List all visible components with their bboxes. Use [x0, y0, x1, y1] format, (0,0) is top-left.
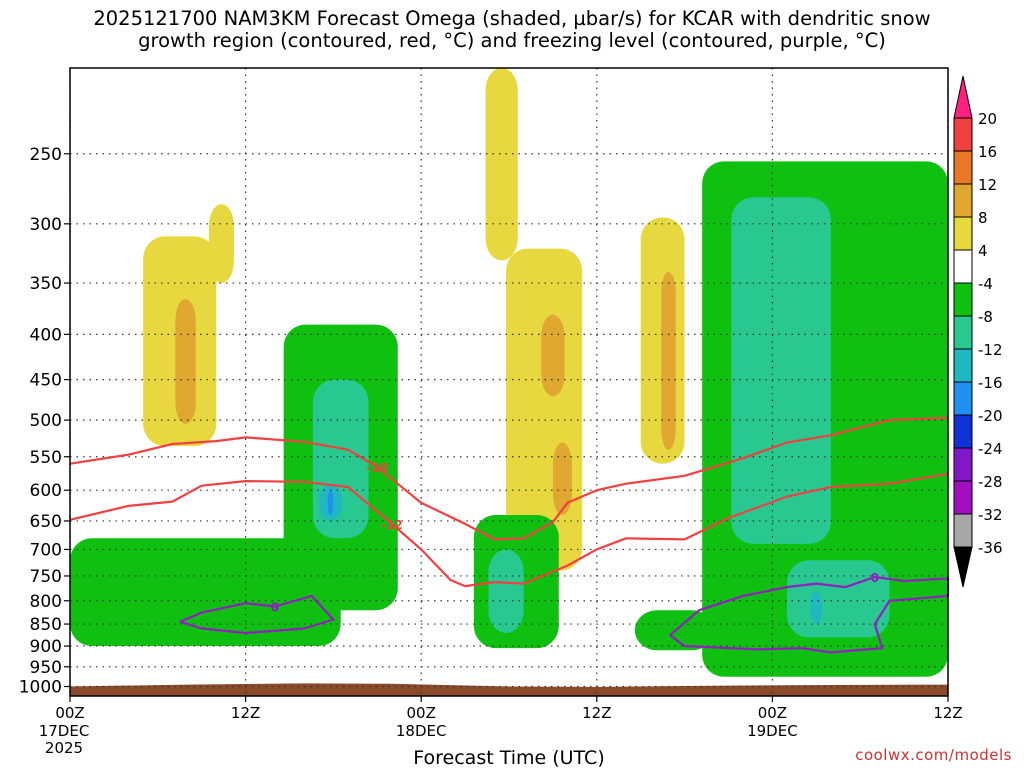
- site-credit[interactable]: coolwx.com/models: [855, 746, 1012, 764]
- colorbar-label-1: 16: [978, 143, 997, 161]
- x-tick-label-5: 12Z: [933, 704, 962, 722]
- x-tick-label-1: 12Z: [231, 704, 260, 722]
- x-tick-sublabel-2-0: 18DEC: [396, 722, 447, 740]
- colorbar-top-arrow: [953, 75, 973, 119]
- x-tick-sublabel-4-0: 19DEC: [747, 722, 798, 740]
- colorbar-label-12: -32: [978, 506, 1003, 524]
- colorbar-label-9: -20: [978, 407, 1003, 425]
- contour-label-2: -18: [366, 461, 388, 475]
- x-axis-label: Forecast Time (UTC): [413, 747, 604, 768]
- contour-label-1: -12: [381, 518, 403, 532]
- y-tick-label-950: 950: [30, 658, 62, 678]
- colorbar-swatch-yellow: [953, 216, 973, 251]
- y-tick-label-1000: 1000: [19, 678, 62, 698]
- omega-region-16: [488, 549, 524, 633]
- omega-region-9: [661, 271, 676, 450]
- omega-region-19: [731, 197, 831, 544]
- colorbar-label-6: -8: [978, 308, 993, 326]
- y-tick-label-350: 350: [30, 274, 62, 294]
- omega-region-7: [552, 442, 572, 516]
- omega-region-21: [810, 591, 823, 625]
- colorbar-label-8: -16: [978, 374, 1003, 392]
- colorbar-swatch-teal: [953, 348, 973, 383]
- contour-line-2: [69, 416, 949, 541]
- colorbar-label-5: -4: [978, 275, 993, 293]
- omega-region-3: [209, 204, 234, 284]
- colorbar-swatch-green: [953, 282, 973, 317]
- omega-region-6: [541, 314, 565, 397]
- colorbar-label-10: -24: [978, 440, 1003, 458]
- y-tick-label-400: 400: [30, 325, 62, 345]
- colorbar-swatch-orange: [953, 150, 973, 185]
- omega-region-4: [485, 68, 518, 261]
- colorbar: 20 16 12 8 4 -4 -8 -12 -16 -20 -24 -28 -32 -36: [953, 75, 1003, 588]
- colorbar-label-13: -36: [978, 539, 1003, 557]
- omega-shading: [70, 68, 948, 677]
- colorbar-swatch-violet: [953, 480, 973, 515]
- ground-layer: [70, 683, 948, 696]
- y-tick-label-700: 700: [30, 540, 62, 560]
- ground-fill: [70, 683, 948, 696]
- x-tick-sublabel-0-1: 2025: [45, 739, 83, 757]
- y-tick-label-300: 300: [30, 215, 62, 235]
- x-tick-label-0: 00Z: [55, 704, 84, 722]
- colorbar-label-0: 20: [978, 110, 997, 128]
- y-tick-label-450: 450: [30, 371, 62, 391]
- contour-label-4: 0: [871, 571, 879, 585]
- y-tick-label-250: 250: [30, 145, 62, 165]
- y-tick-label-650: 650: [30, 512, 62, 532]
- colorbar-label-4: 4: [978, 242, 988, 260]
- omega-region-14: [327, 490, 334, 516]
- x-tick-label-3: 12Z: [582, 704, 611, 722]
- colorbar-swatch-purple: [953, 447, 973, 482]
- colorbar-bottom-arrow: [953, 546, 973, 588]
- colorbar-swatch-dark-yellow: [953, 183, 973, 218]
- colorbar-swatch-gray: [953, 513, 973, 548]
- colorbar-swatch-light-blue: [953, 381, 973, 416]
- colorbar-swatch-red: [953, 117, 973, 152]
- y-tick-label-900: 900: [30, 637, 62, 657]
- contour-line-3: [179, 594, 335, 635]
- chart-title-line2: growth region (contoured, red, °C) and f…: [138, 29, 886, 52]
- y-tick-label-550: 550: [30, 448, 62, 468]
- axes: 2503003504004505005506006507007508008509…: [19, 67, 963, 757]
- contour-line-1: [69, 472, 949, 588]
- colorbar-label-11: -28: [978, 473, 1003, 491]
- omega-region-10: [70, 538, 341, 647]
- plot-frame: [69, 67, 949, 697]
- colorbar-swatch-blue: [953, 414, 973, 449]
- colorbar-label-2: 12: [978, 176, 997, 194]
- colorbar-swatch-teal-green: [953, 315, 973, 350]
- y-tick-label-800: 800: [30, 592, 62, 612]
- x-tick-sublabel-0-0: 17DEC: [39, 722, 90, 740]
- y-tick-label-500: 500: [30, 411, 62, 431]
- omega-region-2: [175, 299, 196, 424]
- chart-title-line1: 2025121700 NAM3KM Forecast Omega (shaded…: [93, 7, 931, 30]
- y-tick-label-850: 850: [30, 615, 62, 635]
- colorbar-label-3: 8: [978, 209, 988, 227]
- colorbar-label-7: -12: [978, 341, 1003, 359]
- x-tick-label-4: 00Z: [758, 704, 787, 722]
- colorbar-swatch-white: [953, 249, 973, 284]
- y-tick-label-750: 750: [30, 567, 62, 587]
- x-tick-label-2: 00Z: [407, 704, 436, 722]
- y-tick-label-600: 600: [30, 481, 62, 501]
- contour-label-3: 0: [271, 600, 279, 614]
- omega-region-12: [312, 379, 369, 539]
